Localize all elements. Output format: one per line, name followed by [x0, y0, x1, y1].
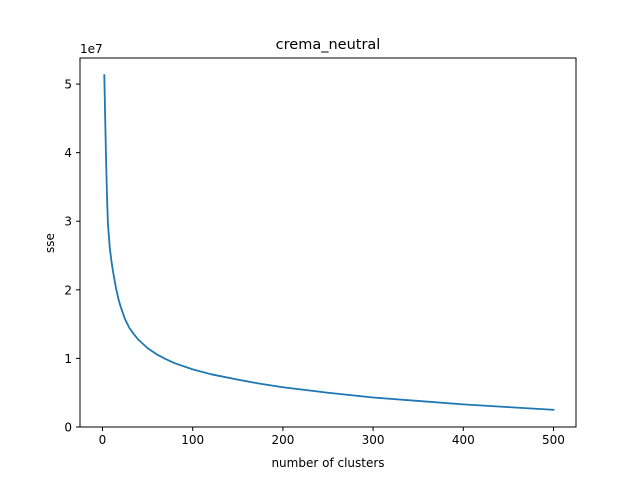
chart-title: crema_neutral — [276, 37, 381, 53]
x-tick-label: 200 — [271, 433, 294, 447]
x-tick-label: 400 — [452, 433, 475, 447]
x-axis-ticks: 0 100 200 300 400 500 — [99, 427, 565, 447]
x-axis-label: number of clusters — [271, 456, 384, 470]
x-tick-label: 300 — [362, 433, 385, 447]
y-axis-label: sse — [43, 233, 57, 253]
y-axis-ticks: 0 1 2 3 4 5 — [64, 78, 80, 435]
y-tick-label: 4 — [64, 146, 72, 160]
y-tick-label: 3 — [64, 215, 72, 229]
y-tick-label: 2 — [64, 283, 72, 297]
y-tick-label: 5 — [64, 78, 72, 92]
y-tick-label: 0 — [64, 421, 72, 435]
x-tick-label: 0 — [99, 433, 107, 447]
x-tick-label: 100 — [181, 433, 204, 447]
sse-series-line — [103, 74, 555, 411]
y-tick-label: 1 — [64, 352, 72, 366]
plot-frame — [79, 57, 577, 428]
series-layer — [103, 74, 555, 411]
x-tick-label: 500 — [542, 433, 565, 447]
y-axis-offset-label: 1e7 — [80, 42, 103, 56]
